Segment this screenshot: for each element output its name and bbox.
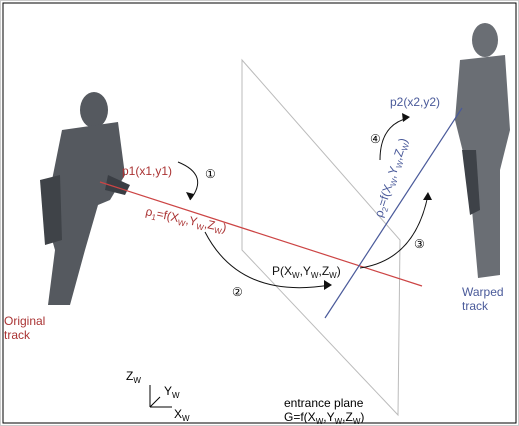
ray-2 (324, 107, 463, 319)
line: track (4, 328, 31, 342)
axis-x-label: XW (174, 407, 190, 423)
point-label: P(XW,YW,ZW) (272, 264, 341, 280)
text-part: X (174, 407, 182, 421)
text-part: G=f(X (284, 410, 316, 424)
plane-formula: G=f(XW,YW,ZW) (284, 410, 364, 426)
text-part: ,Y (300, 264, 311, 278)
text-part: =f(X (155, 207, 180, 225)
axis-y-label: YW (164, 384, 180, 400)
subscript: W (172, 391, 180, 400)
p2-label: p2(x2,y2) (390, 95, 440, 109)
text-part: ,Z (342, 410, 353, 424)
step-1: ① (205, 167, 216, 181)
subscript: W (400, 142, 411, 152)
step-2: ② (232, 285, 243, 299)
text-part: ) (360, 410, 364, 424)
subscript: W (394, 159, 405, 169)
text-part: ρ (372, 208, 387, 219)
text-part: =f(X (375, 183, 395, 209)
subscript: W (177, 218, 187, 228)
subscript: W (389, 177, 400, 187)
text-part: ,Y (185, 213, 199, 229)
text-part: ) (221, 221, 228, 236)
step-3: ③ (414, 237, 425, 251)
step-4: ④ (370, 132, 381, 146)
subscript: W (133, 376, 141, 385)
line: Original (4, 314, 45, 328)
text-part: ,Z (318, 264, 329, 278)
subscript: W (316, 417, 324, 426)
text-part: Z (126, 369, 133, 383)
warped-person (455, 23, 510, 278)
subscript: W (335, 417, 343, 426)
text-part: P(X (272, 264, 292, 278)
subscript: W (182, 414, 190, 423)
p1-label: p1(x1,y1) (122, 164, 172, 178)
rho2-label: ρ2=f(XW,YW,ZW) (372, 136, 413, 219)
axes (149, 385, 172, 408)
warped-track-label: Warped track (462, 285, 504, 313)
text-part: ,Z (390, 147, 407, 161)
text-part: Y (164, 384, 172, 398)
text-part: ρ (144, 204, 154, 219)
arrowheads (186, 113, 432, 290)
plane-title: entrance plane (284, 396, 364, 410)
subscript: W (329, 271, 337, 280)
subscript: W (311, 271, 319, 280)
line: track (462, 299, 489, 313)
text-part: ,Y (323, 410, 334, 424)
axis-z-label: ZW (126, 369, 141, 385)
text-part: ) (337, 264, 341, 278)
original-person (40, 92, 130, 305)
text-part: ,Z (203, 217, 216, 233)
rho1-label: ρ1=f(XW,YW,ZW) (144, 204, 228, 237)
subscript: W (292, 271, 300, 280)
subscript: W (353, 417, 361, 426)
subscript: 2 (380, 206, 390, 214)
original-track-label: Original track (4, 314, 45, 342)
text-part: ) (396, 136, 411, 144)
ray-1 (99, 181, 423, 287)
subscript: W (213, 226, 223, 236)
text-part: ,Y (384, 165, 401, 180)
subscript: 1 (151, 213, 158, 223)
subscript: W (195, 222, 205, 232)
entrance-plane (241, 58, 401, 417)
line: Warped (462, 285, 504, 299)
